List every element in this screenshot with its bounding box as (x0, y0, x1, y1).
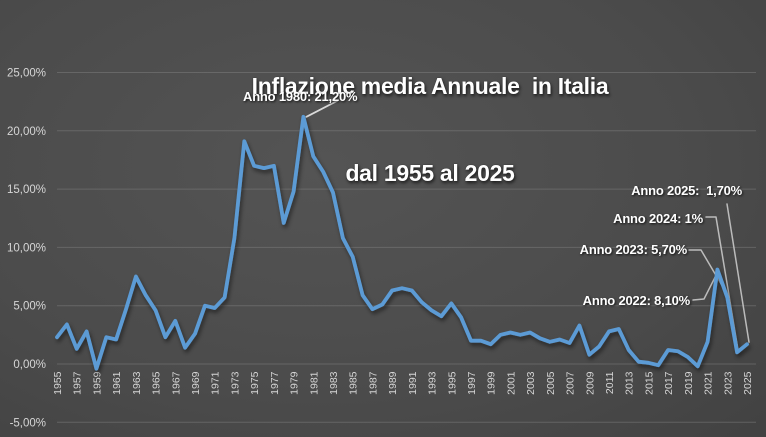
x-axis-tick-label: 1977 (269, 371, 281, 395)
chart-title-line1: Inflazione media Annuale in Italia (251, 73, 609, 99)
x-axis-tick-label: 2019 (683, 371, 695, 395)
x-axis-tick-label: 1971 (210, 371, 222, 395)
x-axis-tick-label: 1963 (131, 371, 143, 395)
y-axis-tick-label: 5,00% (13, 301, 46, 313)
chart-title-line2: dal 1955 al 2025 (345, 160, 515, 186)
x-axis-tick-label: 1993 (427, 371, 439, 395)
x-axis-tick-label: 2007 (565, 371, 577, 395)
annotation-2025: Anno 2025: 1,70% (631, 183, 742, 198)
x-axis-tick-label: 1965 (151, 371, 163, 395)
x-axis-tick-label: 2023 (722, 371, 734, 395)
y-axis-tick-label: 0,00% (13, 359, 46, 371)
x-axis-tick-label: 1995 (446, 371, 458, 395)
x-axis-tick-label: 2013 (624, 371, 636, 395)
x-axis-tick-label: 1983 (328, 371, 340, 395)
leader-line-1980 (305, 100, 338, 118)
x-axis-tick-label: 1959 (91, 371, 103, 395)
x-axis-tick-label: 2005 (545, 371, 557, 395)
x-axis-tick-label: 1999 (486, 371, 498, 395)
x-axis-tick-label: 2021 (703, 371, 715, 395)
inflation-data-line (55, 114, 749, 371)
leader-line-2022 (692, 271, 719, 301)
x-axis-tick-label: 1979 (289, 371, 301, 395)
x-axis-tick-label: 1987 (367, 371, 379, 395)
leader-line-2024 (705, 216, 739, 352)
x-axis-tick-label: 2025 (742, 371, 754, 395)
y-axis-tick-label: 10,00% (7, 242, 46, 254)
y-axis-tick-label: 25,00% (7, 67, 46, 79)
annotation-2023: Anno 2023: 5,70% (579, 242, 688, 257)
x-axis-tick-label: 1997 (466, 371, 478, 395)
x-axis-tick-label: 1967 (170, 371, 182, 395)
y-axis-tick-label: 15,00% (7, 184, 46, 196)
annotation-2024: Anno 2024: 1% (613, 211, 703, 226)
annotation-2022: Anno 2022: 8,10% (582, 293, 691, 308)
leader-line-2025 (726, 203, 750, 343)
x-axis-tick-label: 1981 (308, 371, 320, 395)
chart-title: Inflazione media Annuale in Italia dal 1… (100, 14, 760, 246)
x-axis-tick-label: 2017 (663, 371, 675, 395)
x-axis-tick-label: 2003 (525, 371, 537, 395)
x-axis-tick-label: 2015 (643, 371, 655, 395)
x-axis-tick-label: 1985 (348, 371, 360, 395)
x-axis-tick-label: 2001 (505, 371, 517, 395)
annotation-1980: Anno 1980: 21,20% (243, 89, 358, 104)
x-axis-tick-label: 2011 (604, 371, 616, 394)
x-axis-tick-label: 1969 (190, 371, 202, 395)
x-axis-tick-label: 2009 (584, 371, 596, 395)
x-axis-tick-label: 1955 (52, 371, 64, 395)
x-axis-tick-label: 1961 (111, 371, 123, 395)
x-axis-tick-label: 1973 (229, 371, 241, 395)
x-axis-tick-label: 1991 (407, 371, 419, 395)
y-axis-tick-label: 20,00% (7, 126, 46, 138)
y-axis-tick-label: -5,00% (10, 417, 46, 429)
x-axis-tick-label: 1957 (72, 371, 84, 395)
x-axis-tick-label: 1989 (387, 371, 399, 395)
x-axis-tick-label: 1975 (249, 371, 261, 395)
